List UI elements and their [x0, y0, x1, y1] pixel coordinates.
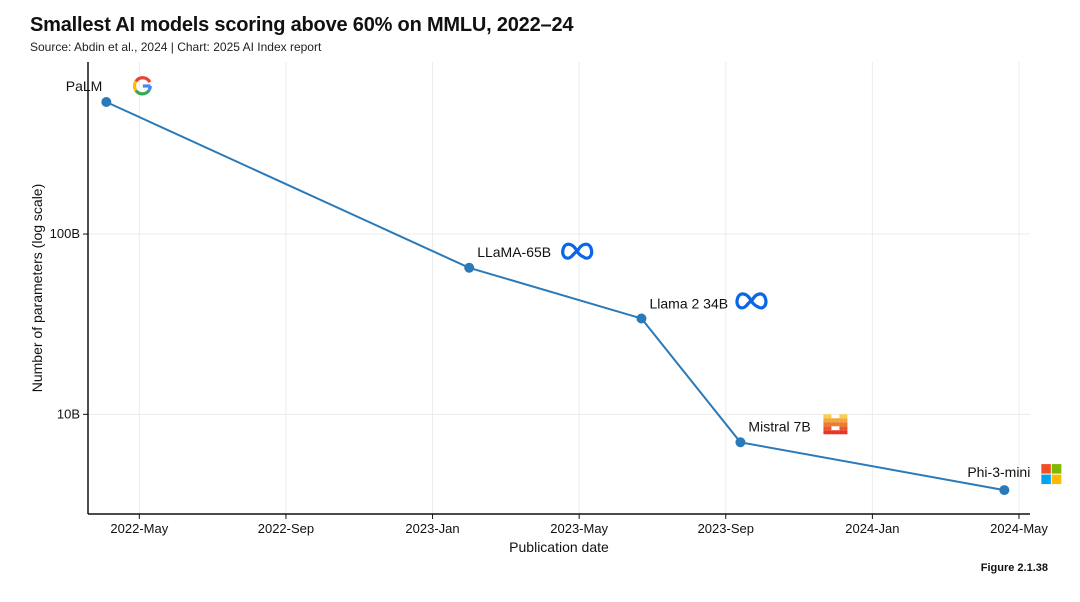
mistral-icon-cell: [835, 430, 840, 435]
chart-subtitle: Source: Abdin et al., 2024 | Chart: 2025…: [30, 40, 322, 54]
labels-layer: PaLM LLaMA-65B Llama 2 34B Mistral 7B Phi-3-…: [66, 76, 1062, 485]
chart-title: Smallest AI models scoring above 60% on …: [30, 14, 574, 36]
mistral-icon-cell: [831, 418, 836, 423]
mistral-icon: [823, 414, 848, 435]
x-tick-label: 2023-Jan: [405, 521, 459, 536]
mistral-icon-cell: [839, 422, 844, 427]
meta-icon: [735, 292, 768, 310]
mistral-icon-cell: [823, 422, 828, 427]
axis-layer: 2022-May 2022-Sep 2023-Jan 2023-May 2023-Sep…: [29, 62, 1048, 555]
meta-icon-loop: [561, 242, 594, 260]
google-icon-arc: [134, 89, 151, 96]
y-tick-label: 100B: [50, 226, 80, 241]
meta-icon: [561, 242, 594, 260]
mistral-icon-cell: [843, 422, 848, 427]
mistral-icon-cell: [823, 430, 828, 435]
microsoft-icon-green: [1051, 464, 1062, 474]
point-label: PaLM: [66, 78, 103, 94]
point-label: Llama 2 34B: [649, 296, 728, 312]
series-line: [105, 101, 1005, 492]
data-point[interactable]: [636, 313, 647, 324]
meta-icon-loop: [735, 292, 768, 310]
mistral-icon-cell: [839, 426, 844, 431]
google-icon-arc: [132, 80, 138, 92]
mistral-icon-cell: [835, 418, 840, 423]
grid-layer: [88, 62, 1030, 514]
microsoft-icon: [1041, 464, 1062, 485]
mistral-icon-cell: [843, 414, 848, 419]
mistral-icon-cell: [827, 422, 832, 427]
x-axis-title: Publication date: [509, 539, 609, 555]
google-icon-arc: [134, 76, 152, 84]
x-tick-label: 2023-Sep: [698, 521, 754, 536]
mistral-icon-cell: [839, 430, 844, 435]
point-label: Phi-3-mini: [967, 464, 1030, 480]
figure-label: Figure 2.1.38: [980, 562, 1048, 574]
microsoft-icon-blue: [1041, 474, 1051, 485]
y-tick-label: 10B: [57, 406, 80, 421]
mistral-icon-cell: [823, 426, 828, 431]
points-layer: [101, 96, 1010, 496]
microsoft-icon-yellow: [1051, 474, 1062, 485]
mistral-icon-cell: [835, 422, 840, 427]
mistral-icon-cell: [827, 426, 832, 431]
series-layer: [105, 101, 1005, 492]
microsoft-icon-red: [1041, 464, 1051, 474]
x-tick-label: 2023-May: [550, 521, 608, 536]
data-point[interactable]: [735, 437, 746, 448]
x-tick-label: 2022-May: [110, 521, 168, 536]
mistral-icon-cell: [831, 430, 836, 435]
x-tick-label: 2022-Sep: [258, 521, 314, 536]
mistral-icon-cell: [843, 418, 848, 423]
mistral-icon-cell: [823, 414, 828, 419]
mistral-icon-cell: [827, 414, 832, 419]
mistral-icon-cell: [827, 430, 832, 435]
y-axis-title: Number of parameters (log scale): [29, 184, 45, 393]
data-point[interactable]: [101, 96, 112, 107]
mistral-icon-cell: [839, 418, 844, 423]
google-icon: [132, 76, 152, 96]
mistral-icon-cell: [823, 418, 828, 423]
mistral-icon-cell: [843, 430, 848, 435]
data-point[interactable]: [999, 485, 1010, 496]
mistral-icon-cell: [827, 418, 832, 423]
data-point[interactable]: [464, 262, 475, 273]
mistral-icon-cell: [839, 414, 844, 419]
x-tick-label: 2024-May: [990, 521, 1048, 536]
mistral-icon-cell: [831, 422, 836, 427]
point-label: LLaMA-65B: [477, 244, 551, 260]
point-label: Mistral 7B: [748, 418, 810, 434]
x-tick-label: 2024-Jan: [845, 521, 899, 536]
mistral-icon-cell: [843, 426, 848, 431]
